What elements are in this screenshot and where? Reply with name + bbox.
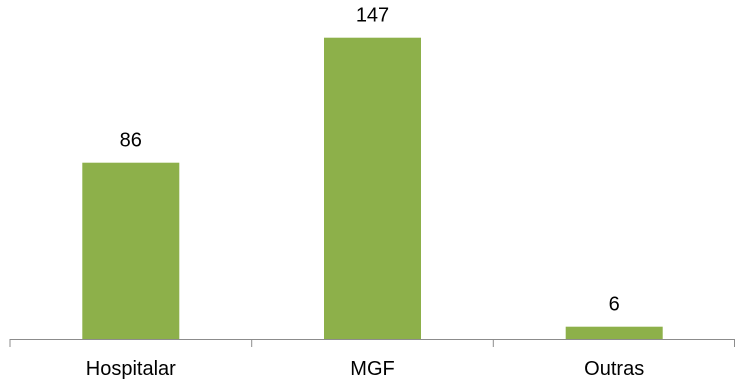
data-label-hospitalar: 86 — [120, 130, 142, 152]
x-tick-label-mgf: MGF — [350, 358, 394, 380]
bar-outras — [565, 326, 663, 339]
x-tick-label-hospitalar: Hospitalar — [86, 358, 176, 380]
bars-layer — [82, 37, 663, 339]
bar-mgf — [324, 37, 421, 339]
data-label-outras: 6 — [609, 294, 620, 316]
x-tick-label-outras: Outras — [584, 358, 644, 380]
bar-hospitalar — [82, 162, 180, 339]
x-axis — [9, 339, 735, 347]
data-label-mgf: 147 — [356, 5, 389, 27]
labels-layer: 86 Hospitalar 147 MGF 6 Outras — [86, 5, 644, 380]
